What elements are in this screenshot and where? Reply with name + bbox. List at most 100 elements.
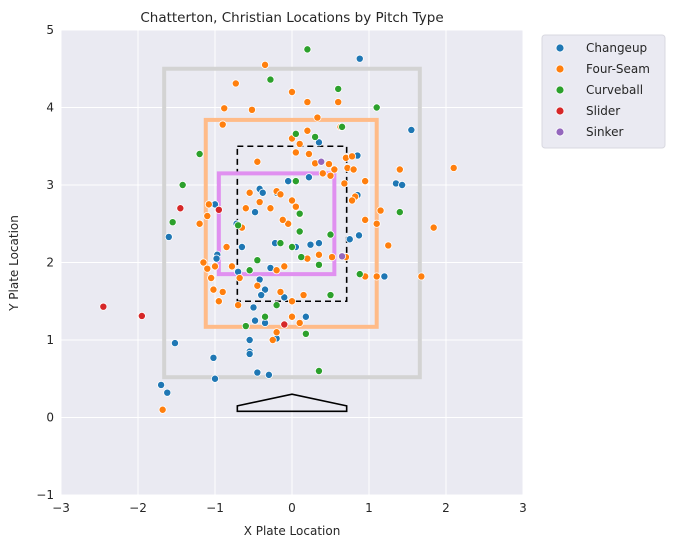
four-seam-point: [348, 152, 357, 161]
four-seam-point: [278, 215, 287, 224]
four-seam-point: [247, 105, 256, 114]
home-plate: [236, 393, 348, 413]
changeup-point: [264, 370, 273, 379]
x-axis-label: X Plate Location: [244, 524, 341, 538]
curveball-point: [276, 239, 285, 248]
changeup-point: [249, 303, 258, 312]
changeup-point: [253, 368, 262, 377]
four-seam-point: [287, 312, 296, 321]
y-tick-label: 3: [46, 178, 54, 192]
four-seam-point: [449, 163, 458, 172]
y-tick-label: 2: [46, 256, 54, 270]
changeup-point: [407, 125, 416, 134]
outer-zone: [162, 66, 422, 380]
changeup-point: [304, 173, 313, 182]
changeup-point: [212, 254, 221, 263]
four-seam-point: [395, 165, 404, 174]
curveball-point: [234, 221, 243, 230]
y-tick-label: −1: [36, 488, 54, 502]
four-seam-point: [261, 60, 270, 69]
four-seam-point: [207, 273, 216, 282]
x-tick-labels: −3 −2 −1 0 1 2 3: [52, 501, 527, 515]
four-seam-point: [268, 335, 277, 344]
four-seam-point: [326, 171, 335, 180]
four-seam-point: [272, 266, 281, 275]
four-seam-point: [272, 328, 281, 337]
curveball-point: [334, 84, 343, 93]
changeup-point: [280, 293, 289, 302]
four-seam-point: [241, 204, 250, 213]
four-seam-point: [235, 273, 244, 282]
legend-marker-sinker: [555, 127, 565, 137]
slider-point: [176, 204, 185, 213]
x-tick-label: 0: [288, 501, 296, 515]
four-seam-point: [295, 139, 304, 148]
four-seam-point: [276, 190, 285, 199]
four-seam-point: [218, 120, 227, 129]
changeup-point: [301, 312, 310, 321]
slider-point: [99, 302, 108, 311]
four-seam-point: [231, 79, 240, 88]
legend-box: [541, 34, 666, 149]
four-seam-point: [295, 318, 304, 327]
four-seam-point: [209, 285, 218, 294]
curveball-point: [195, 149, 204, 158]
changeup-point: [261, 285, 270, 294]
four-seam-point: [276, 287, 285, 296]
y-tick-labels: −1 0 1 2 3 4 5: [36, 23, 54, 502]
four-seam-point: [417, 272, 426, 281]
legend-label-sinker: Sinker: [586, 125, 623, 139]
curveball-point: [291, 129, 300, 138]
curveball-point: [297, 253, 306, 262]
legend-marker-curveball: [555, 85, 565, 95]
y-tick-label: 1: [46, 333, 54, 347]
four-seam-point: [324, 160, 333, 169]
changeup-point: [345, 235, 354, 244]
curveball-point: [266, 75, 275, 84]
four-seam-point: [318, 169, 327, 178]
x-tick-label: 1: [365, 501, 373, 515]
changeup-point: [170, 339, 179, 348]
curveball-point: [295, 209, 304, 218]
four-seam-point: [361, 177, 370, 186]
slider-point: [137, 311, 146, 320]
legend-label-four-seam: Four-Seam: [586, 62, 650, 76]
curveball-point: [272, 301, 281, 310]
x-tick-label: 3: [519, 501, 527, 515]
four-seam-point: [284, 219, 293, 228]
legend-label-slider: Slider: [586, 104, 620, 118]
curveball-point: [395, 208, 404, 217]
four-seam-point: [214, 297, 223, 306]
four-seam-point: [287, 196, 296, 205]
four-seam-point: [266, 204, 275, 213]
changeup-point: [398, 180, 407, 189]
data-points: [99, 45, 458, 414]
curveball-point: [291, 177, 300, 186]
x-tick-label: −1: [206, 501, 224, 515]
four-seam-point: [303, 98, 312, 107]
four-seam-point: [287, 88, 296, 97]
four-seam-point: [158, 405, 167, 414]
four-seam-point: [210, 262, 219, 271]
four-seam-point: [204, 200, 213, 209]
changeup-point: [257, 291, 266, 300]
four-seam-point: [203, 264, 212, 273]
four-seam-point: [255, 198, 264, 207]
curveball-point: [178, 180, 187, 189]
x-tick-label: 2: [442, 501, 450, 515]
four-seam-point: [234, 301, 243, 310]
four-seam-point: [313, 113, 322, 122]
four-seam-point: [227, 262, 236, 271]
changeup-point: [245, 349, 254, 358]
four-seam-point: [218, 287, 227, 296]
curveball-point: [303, 45, 312, 54]
four-seam-point: [287, 297, 296, 306]
curveball-point: [338, 122, 347, 131]
sinker-point: [317, 157, 326, 166]
changeup-point: [163, 388, 172, 397]
changeup-point: [210, 374, 219, 383]
four-seam-point: [372, 219, 381, 228]
curveball-point: [301, 329, 310, 338]
four-seam-point: [203, 211, 212, 220]
